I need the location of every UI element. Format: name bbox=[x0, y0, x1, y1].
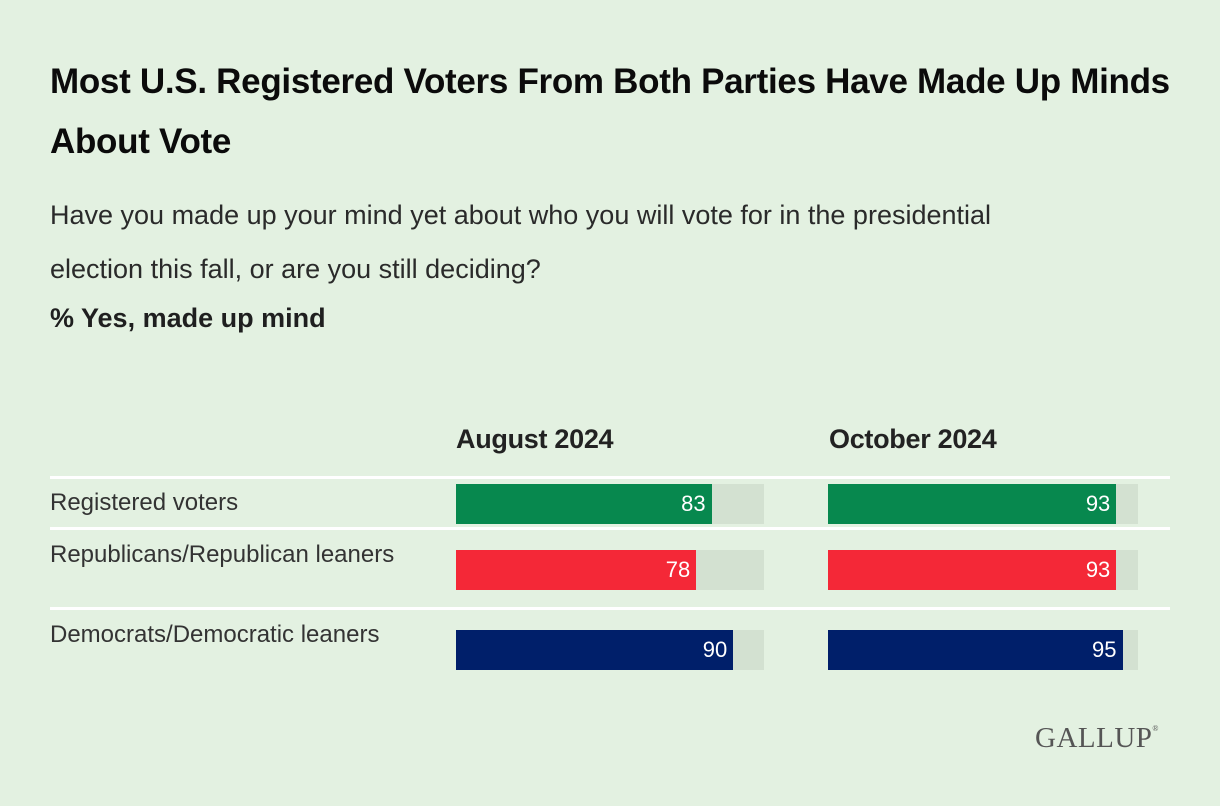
registered-mark: ® bbox=[1152, 724, 1159, 733]
bar-october: 93 bbox=[828, 550, 1117, 590]
bar-value: 83 bbox=[681, 491, 706, 516]
gallup-logo: GALLUP® bbox=[1035, 722, 1159, 755]
bar-value: 93 bbox=[1085, 557, 1111, 582]
measure-label: % Yes, made up mind bbox=[50, 303, 326, 333]
bar-value: 90 bbox=[702, 637, 728, 662]
bar-track: 78 bbox=[456, 550, 764, 590]
bar-track: 95 bbox=[828, 630, 1138, 670]
bar-track: 83 bbox=[456, 484, 764, 524]
column-header-october: October 2024 bbox=[829, 424, 997, 454]
bar-track: 93 bbox=[828, 484, 1138, 524]
bar-august: 78 bbox=[456, 550, 697, 590]
chart-title: Most U.S. Registered Voters From Both Pa… bbox=[50, 62, 1170, 161]
row-separator bbox=[50, 527, 1170, 530]
row-label: Republicans/Republican leaners bbox=[50, 541, 395, 568]
row-separator bbox=[50, 476, 1170, 479]
bar-august: 83 bbox=[456, 484, 712, 524]
bar-value: 78 bbox=[665, 557, 691, 582]
bar-value: 93 bbox=[1085, 491, 1111, 516]
bar-october: 93 bbox=[828, 484, 1117, 524]
row-separator bbox=[50, 607, 1170, 610]
question-text: Have you made up your mind yet about who… bbox=[50, 200, 992, 284]
logo-text: GALLUP bbox=[1035, 722, 1153, 754]
bar-track: 90 bbox=[456, 630, 764, 670]
bar-october: 95 bbox=[828, 630, 1123, 670]
row-label: Democrats/Democratic leaners bbox=[50, 621, 380, 648]
column-header-august: August 2024 bbox=[456, 424, 614, 454]
row-label: Registered voters bbox=[50, 489, 239, 516]
bar-value: 95 bbox=[1092, 637, 1117, 662]
bar-august: 90 bbox=[456, 630, 734, 670]
bar-track: 93 bbox=[828, 550, 1138, 590]
